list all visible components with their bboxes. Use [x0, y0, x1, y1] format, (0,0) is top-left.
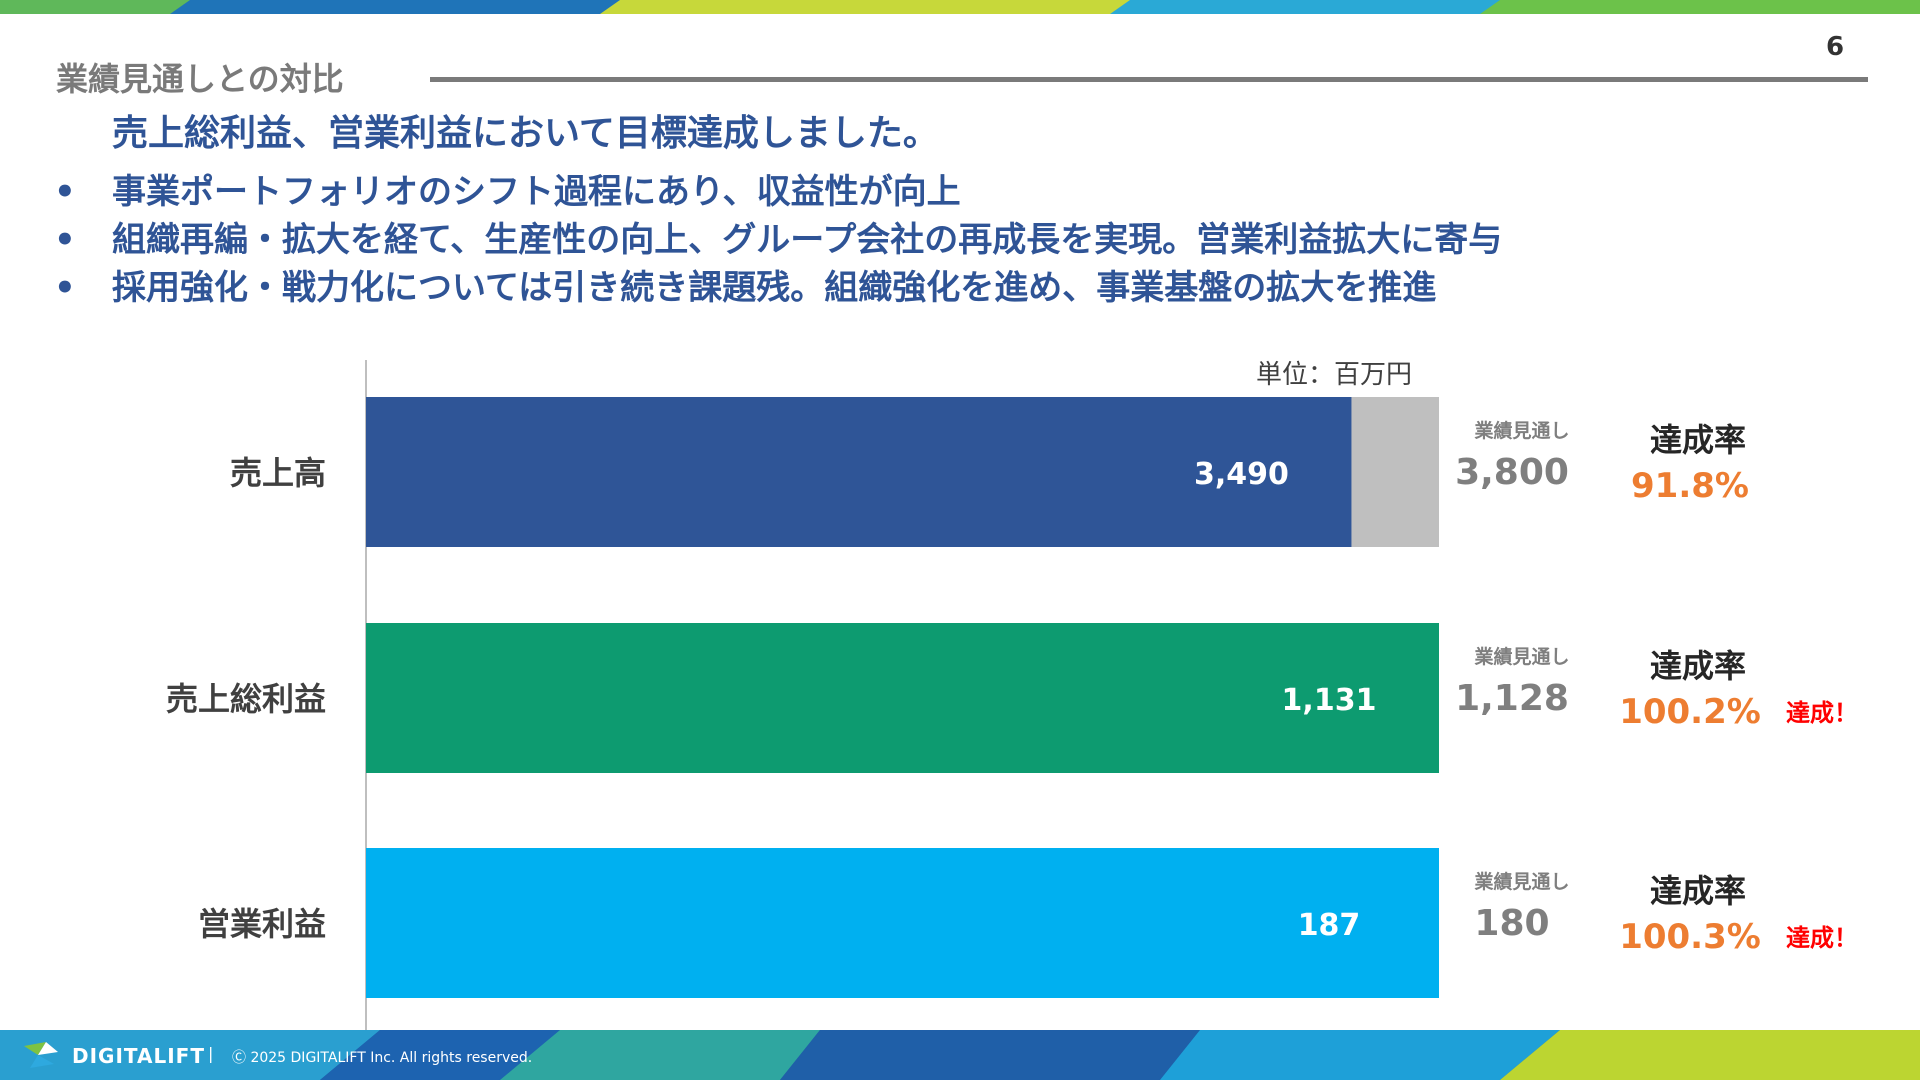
title-rule	[430, 77, 1868, 82]
forecast-caption: 業績見通し	[1473, 419, 1569, 442]
actual-value-label: 3,490	[1194, 457, 1289, 492]
rate-caption: 達成率	[1650, 421, 1746, 459]
footer-copyright: Ⓒ 2025 DIGITALIFT Inc. All rights reserv…	[232, 1050, 533, 1066]
shortfall-bar	[1351, 397, 1439, 547]
bottom-decorative-band	[0, 1030, 1920, 1080]
forecast-value: 3,800	[1455, 452, 1569, 493]
forecast-value: 1,128	[1455, 678, 1569, 719]
achievement-rate: 100.2%	[1619, 692, 1761, 732]
bullet-text: 採用強化・戦力化については引き続き課題残。組織強化を進め、事業基盤の拡大を推進	[112, 268, 1437, 308]
bullet-dot: •	[54, 220, 76, 260]
actual-bar	[366, 623, 1439, 773]
forecast-caption: 業績見通し	[1473, 870, 1569, 893]
actual-value-label: 187	[1298, 908, 1361, 943]
achieved-badge: 達成！	[1786, 699, 1858, 727]
page-number: 6	[1825, 32, 1845, 62]
forecast-value: 180	[1474, 903, 1549, 944]
category-label: 営業利益	[198, 905, 326, 943]
actual-value-label: 1,131	[1282, 683, 1377, 718]
bullet-text: 事業ポートフォリオのシフト過程にあり、収益性が向上	[112, 172, 961, 212]
footer-separator: |	[208, 1044, 214, 1063]
bullet-dot: •	[54, 172, 76, 212]
bullet-item: • 事業ポートフォリオのシフト過程にあり、収益性が向上	[54, 168, 1502, 216]
category-label: 売上総利益	[166, 680, 326, 718]
achievement-rate: 100.3%	[1619, 917, 1761, 957]
achievement-rate: 91.8%	[1631, 466, 1749, 506]
headline: 売上総利益、営業利益において目標達成しました。	[112, 113, 939, 154]
rate-caption: 達成率	[1650, 647, 1746, 685]
bullet-list: • 事業ポートフォリオのシフト過程にあり、収益性が向上 • 組織再編・拡大を経て、生…	[54, 168, 1502, 312]
section-title: 業績見通しとの対比	[56, 60, 344, 98]
digitalift-logo-icon	[24, 1042, 58, 1068]
achieved-badge: 達成！	[1786, 924, 1858, 952]
bullet-item: • 組織再編・拡大を経て、生産性の向上、グループ会社の再成長を実現。営業利益拡大に…	[54, 216, 1502, 264]
category-label: 売上高	[230, 454, 326, 492]
actual-bar	[366, 397, 1352, 547]
footer-logo: DIGITALIFT	[72, 1044, 205, 1068]
actual-bar	[366, 848, 1439, 998]
bullet-dot: •	[54, 268, 76, 308]
bullet-item: • 採用強化・戦力化については引き続き課題残。組織強化を進め、事業基盤の拡大を推進	[54, 264, 1502, 312]
top-decorative-band	[0, 0, 1920, 14]
rate-caption: 達成率	[1650, 872, 1746, 910]
forecast-caption: 業績見通し	[1473, 645, 1569, 668]
bullet-text: 組織再編・拡大を経て、生産性の向上、グループ会社の再成長を実現。営業利益拡大に寄…	[112, 220, 1503, 260]
unit-label: 単位：百万円	[1256, 360, 1413, 390]
